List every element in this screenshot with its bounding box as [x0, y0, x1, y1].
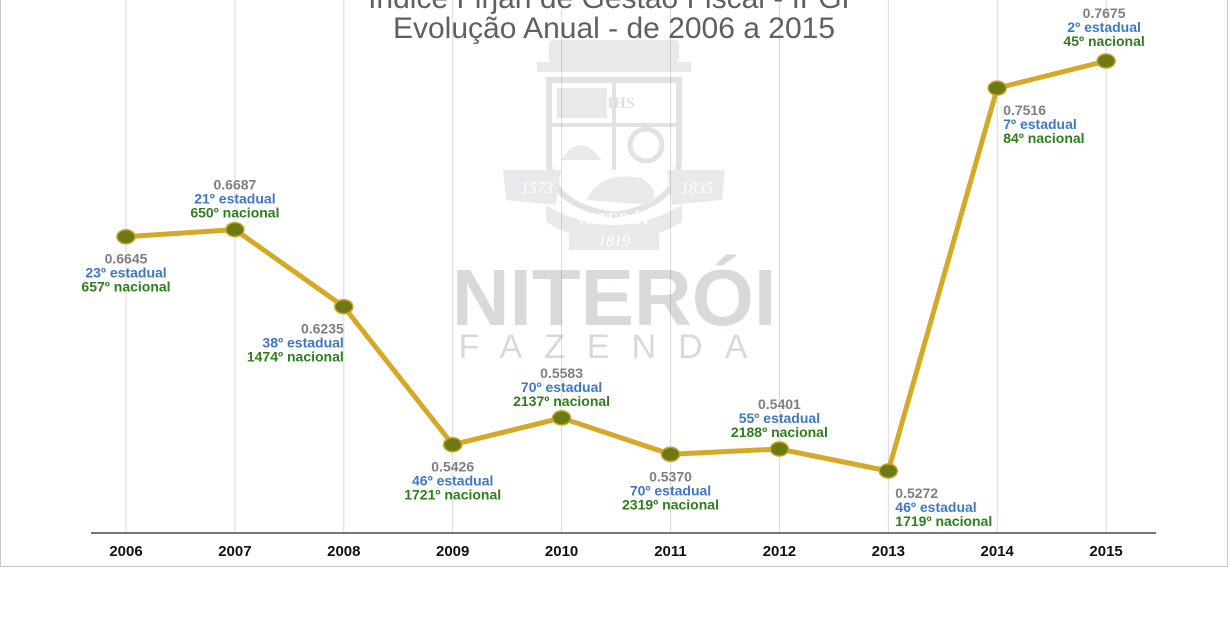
point-national-rank-label: 45º nacional: [1063, 33, 1144, 49]
x-tick-label: 2011: [654, 543, 687, 560]
point-national-rank-label: 650º nacional: [190, 205, 279, 221]
x-tick-label: 2012: [763, 543, 796, 560]
x-tick-label: 2013: [872, 543, 905, 560]
seal-ihs-text: IHS: [607, 95, 635, 112]
point-state-rank-label: 46º estadual: [412, 473, 493, 489]
point-value-label: 0.5426: [431, 459, 474, 475]
point-state-rank-label: 70º estadual: [630, 482, 711, 498]
point-value-label: 0.6645: [105, 251, 148, 267]
point-value-label: 0.5401: [758, 396, 801, 412]
point-value-label: 0.7675: [1083, 5, 1126, 21]
x-tick-label: 2008: [327, 543, 360, 560]
watermark-niteroi-text: NITERÓI: [452, 253, 776, 342]
point-value-label: 0.5370: [649, 468, 692, 484]
seal-year-right: 1835: [681, 180, 713, 197]
chart-title: Índice Firjan de Gestão Fiscal - IFGF: [368, 0, 860, 15]
x-tick-label: 2006: [109, 543, 142, 560]
point-value-label: 0.5272: [895, 485, 938, 501]
vertical-gridlines: [125, 0, 1107, 533]
chart-subtitle: Evolução Anual - de 2006 a 2015: [393, 12, 835, 45]
point-national-rank-label: 2188º nacional: [731, 424, 828, 440]
chart-frame: IHS 1573 1835 NITERÓI 1819 NITERÓI FAZEN…: [0, 0, 1228, 567]
seal-year-left: 1573: [521, 180, 553, 197]
point-state-rank-label: 46º estadual: [895, 499, 976, 515]
city-seal-icon: IHS 1573 1835 NITERÓI 1819: [503, 40, 725, 250]
point-national-rank-label: 1474º nacional: [247, 349, 344, 365]
watermark-fazenda-text: FAZENDA: [459, 328, 770, 366]
point-state-rank-label: 21º estadual: [194, 191, 275, 207]
ifgf-line-chart: IHS 1573 1835 NITERÓI 1819 NITERÓI FAZEN…: [81, 0, 1156, 560]
data-point-marker: [1096, 53, 1116, 69]
series-line-layer: [123, 58, 1109, 474]
point-national-rank-label: 1721º nacional: [404, 487, 501, 503]
point-value-label: 0.7516: [1003, 102, 1046, 118]
point-national-rank-label: 2137º nacional: [513, 393, 610, 409]
ifgf-series-line: [123, 58, 1109, 474]
point-national-rank-label: 84º nacional: [1003, 130, 1084, 146]
seal-year-bottom: 1819: [598, 233, 630, 250]
point-state-rank-label: 2º estadual: [1067, 19, 1141, 35]
data-point-marker: [442, 436, 463, 453]
data-point-marker: [769, 441, 790, 457]
marker-layer: [116, 53, 1116, 479]
data-point-marker: [334, 298, 354, 315]
x-tick-label: 2015: [1089, 543, 1122, 560]
data-point-marker: [987, 80, 1007, 96]
data-point-marker: [878, 463, 899, 479]
niteroi-fazenda-watermark: IHS 1573 1835 NITERÓI 1819 NITERÓI FAZEN…: [452, 40, 776, 366]
point-value-label: 0.6687: [213, 177, 256, 193]
x-tick-label: 2009: [436, 543, 469, 560]
point-state-rank-label: 55º estadual: [739, 410, 820, 426]
point-state-rank-label: 23º estadual: [85, 265, 166, 281]
x-tick-label: 2014: [981, 543, 1015, 560]
data-point-marker: [116, 228, 136, 245]
point-national-rank-label: 2319º nacional: [622, 496, 719, 512]
data-point-marker: [225, 221, 245, 238]
point-state-rank-label: 38º estadual: [262, 335, 343, 351]
data-point-marker: [551, 410, 572, 426]
x-tick-layer: 2006 2007 2008 2009 2010 2011 2012 2013 2014 2015: [109, 543, 1122, 560]
seal-motto: NITERÓI: [579, 209, 648, 228]
point-value-label: 0.6235: [301, 321, 344, 337]
point-national-rank-label: 657º nacional: [81, 279, 170, 295]
x-tick-label: 2010: [545, 543, 578, 560]
point-value-label: 0.5583: [540, 365, 583, 381]
data-point-marker: [660, 446, 681, 463]
point-state-rank-label: 7º estadual: [1003, 116, 1077, 132]
point-state-rank-label: 70º estadual: [521, 379, 602, 395]
point-national-rank-label: 1719º nacional: [895, 513, 992, 529]
x-tick-label: 2007: [218, 543, 251, 560]
